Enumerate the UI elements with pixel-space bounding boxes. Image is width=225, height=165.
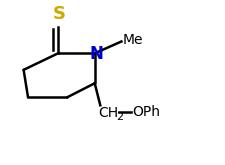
Text: 2: 2	[116, 112, 123, 122]
Text: N: N	[89, 45, 103, 63]
Text: Me: Me	[122, 33, 143, 47]
Text: CH: CH	[98, 106, 118, 120]
Text: S: S	[53, 5, 66, 23]
Text: OPh: OPh	[133, 105, 160, 119]
